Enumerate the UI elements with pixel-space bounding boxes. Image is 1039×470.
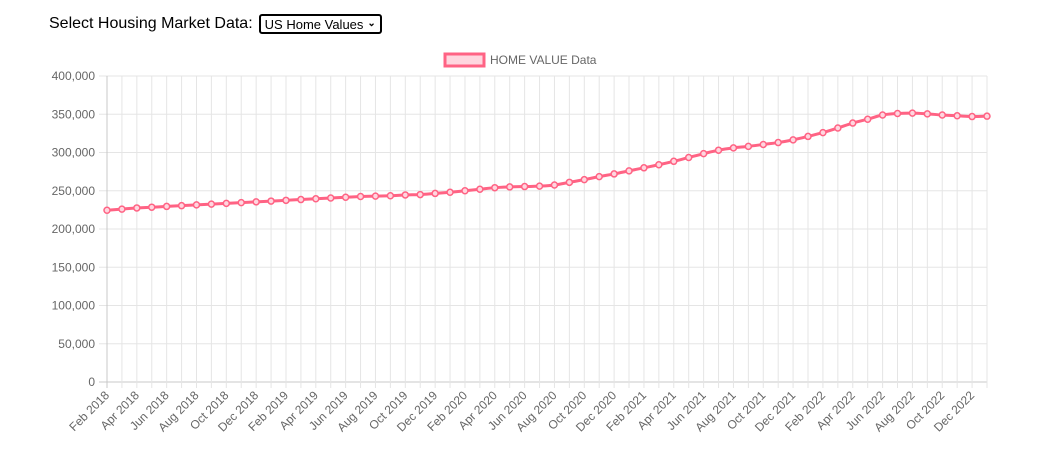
y-tick-label: 50,000 (58, 337, 95, 351)
legend-label: HOME VALUE Data (490, 53, 597, 67)
data-point (819, 128, 827, 137)
data-point (759, 140, 768, 149)
data-point (297, 195, 305, 204)
y-tick-label: 250,000 (52, 184, 96, 198)
data-point (744, 142, 753, 151)
data-point (461, 187, 469, 195)
data-point (983, 112, 991, 120)
data-point (610, 170, 618, 178)
data-point (655, 160, 663, 169)
data-point (147, 203, 156, 211)
data-point (446, 188, 454, 197)
data-point (222, 199, 231, 208)
data-point (118, 205, 126, 213)
market-data-select-value: US Home Values (264, 16, 364, 32)
market-data-select[interactable]: US Home Values ⌄ (258, 14, 382, 34)
data-point (625, 167, 633, 175)
data-point (684, 153, 693, 162)
data-point (670, 157, 678, 166)
data-point (908, 109, 917, 117)
legend-swatch (443, 52, 486, 68)
data-point (267, 197, 275, 205)
data-point (849, 119, 857, 127)
data-point (565, 178, 574, 187)
data-point (341, 193, 350, 202)
data-point (237, 198, 245, 207)
data-point (192, 201, 201, 209)
data-point (491, 183, 499, 192)
data-point (386, 191, 395, 200)
data-point (804, 132, 812, 141)
data-point (177, 201, 186, 210)
chevron-down-icon: ⌄ (367, 18, 376, 29)
data-point (938, 111, 947, 119)
data-point (923, 110, 932, 118)
data-point (595, 172, 603, 181)
data-point (580, 175, 589, 184)
y-tick-label: 200,000 (52, 222, 96, 236)
data-point (505, 183, 514, 191)
data-point (953, 112, 961, 120)
data-selector-label: Select Housing Market Data: (49, 15, 253, 32)
data-point (878, 111, 887, 119)
data-point (103, 206, 111, 215)
data-selector-row: Select Housing Market Data: US Home Valu… (49, 14, 382, 34)
data-point (640, 164, 648, 172)
data-point (476, 185, 484, 193)
data-point (207, 200, 216, 208)
y-tick-label: 100,000 (52, 299, 96, 313)
data-point (699, 149, 708, 158)
data-point (520, 182, 529, 191)
data-point (789, 136, 797, 144)
y-tick-label: 150,000 (52, 260, 96, 274)
data-point (834, 124, 842, 132)
data-point (535, 182, 544, 190)
data-point (550, 181, 559, 189)
data-point (893, 109, 902, 118)
data-point (431, 189, 439, 198)
data-point (714, 146, 723, 154)
data-point (729, 144, 738, 152)
data-point (162, 202, 171, 211)
data-point (133, 204, 141, 212)
data-point (326, 194, 335, 202)
y-tick-label: 400,000 (52, 69, 96, 83)
data-point (371, 192, 380, 200)
data-point (416, 190, 424, 199)
y-tick-label: 350,000 (52, 107, 96, 121)
data-point (252, 198, 260, 206)
y-tick-label: 300,000 (52, 146, 96, 160)
data-point (863, 115, 872, 123)
data-point (968, 112, 976, 121)
data-point (312, 195, 320, 203)
series-line (106, 111, 988, 212)
data-point (356, 192, 365, 201)
data-point (401, 191, 410, 199)
data-point (774, 138, 782, 147)
data-point (282, 196, 290, 205)
y-tick-label: 0 (88, 375, 95, 389)
